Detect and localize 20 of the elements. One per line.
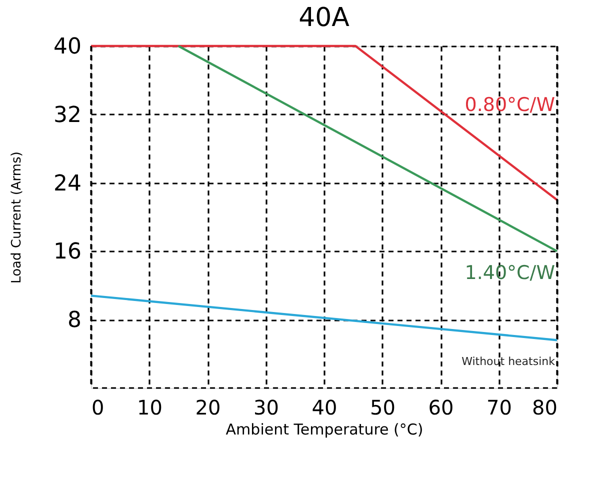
y-tick-label: 16	[54, 240, 82, 265]
series-label: Without heatsink	[462, 355, 556, 368]
x-tick-label: 80	[532, 396, 558, 420]
x-tick-label: 50	[370, 396, 396, 420]
x-axis-title: Ambient Temperature (°C)	[226, 420, 424, 438]
y-tick-label: 8	[68, 308, 82, 334]
x-tick-label: 70	[486, 396, 512, 420]
x-tick-label: 20	[195, 396, 221, 420]
y-tick-label: 24	[54, 171, 82, 196]
x-tick-label: 60	[428, 396, 454, 420]
y-tick-label: 32	[54, 102, 82, 128]
x-tick-label: 10	[137, 396, 162, 420]
y-tick-label: 40	[54, 34, 82, 60]
x-tick-label: 40	[312, 396, 338, 420]
series-label: 1.40°C/W	[464, 262, 556, 284]
y-axis-title: Load Current (Arms)	[10, 152, 25, 284]
chart-title: 40A	[298, 3, 350, 33]
series-label: 0.80°C/W	[464, 94, 556, 116]
x-tick-label: 0	[92, 396, 104, 420]
x-tick-label: 30	[254, 396, 279, 420]
